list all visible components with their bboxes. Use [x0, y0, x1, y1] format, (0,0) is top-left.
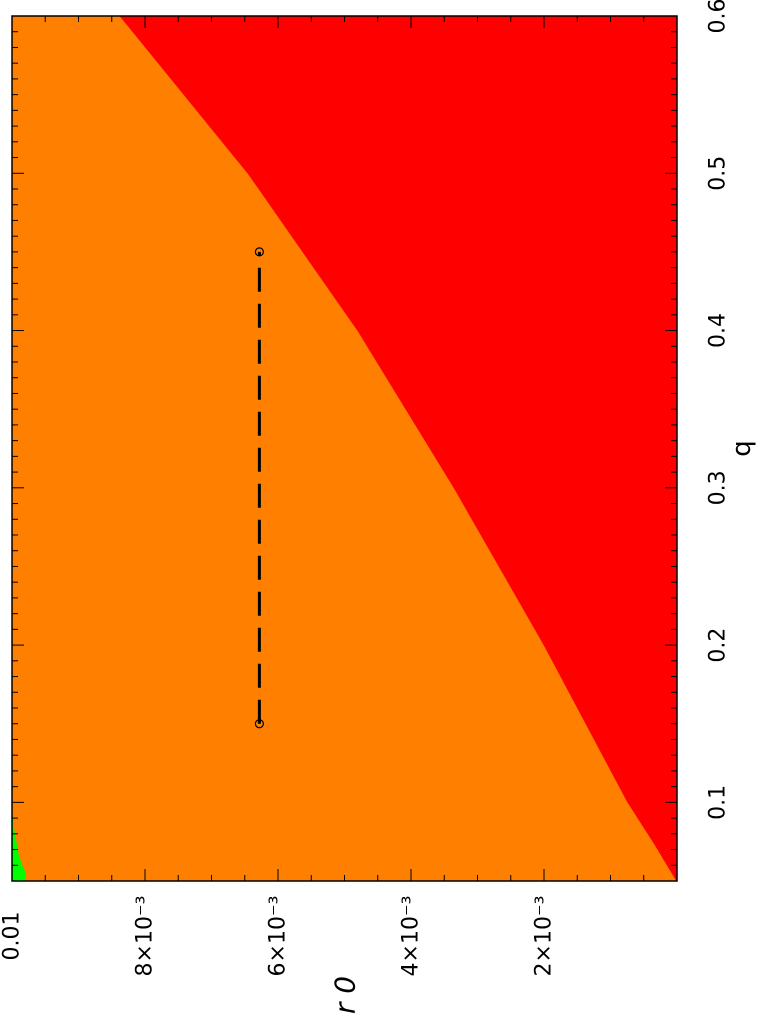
- x-tick-label: 0.5: [706, 156, 731, 191]
- x-tick-label: 0.2: [706, 628, 731, 663]
- x-tick-label: 0.4: [706, 313, 731, 348]
- x-tick-label: 0.3: [706, 470, 731, 505]
- y-tick-label: 6×10⁻³: [266, 896, 291, 977]
- plot-area: [12, 16, 677, 881]
- x-axis-label: q: [727, 440, 757, 457]
- y-tick-label: 0.01: [0, 912, 25, 961]
- y-tick-label: 4×10⁻³: [399, 896, 424, 977]
- region-0: [12, 810, 26, 881]
- region-1: [119, 16, 677, 881]
- x-tick-label: 0.1: [706, 785, 731, 820]
- x-tick-label: 0.6: [706, 0, 731, 34]
- y-axis-label: r 0: [329, 976, 362, 1014]
- series-point-0-1: [254, 247, 264, 257]
- series-point-0-0: [254, 719, 264, 729]
- y-tick-label: 2×10⁻³: [532, 896, 557, 977]
- y-tick-label: 8×10⁻³: [133, 896, 158, 977]
